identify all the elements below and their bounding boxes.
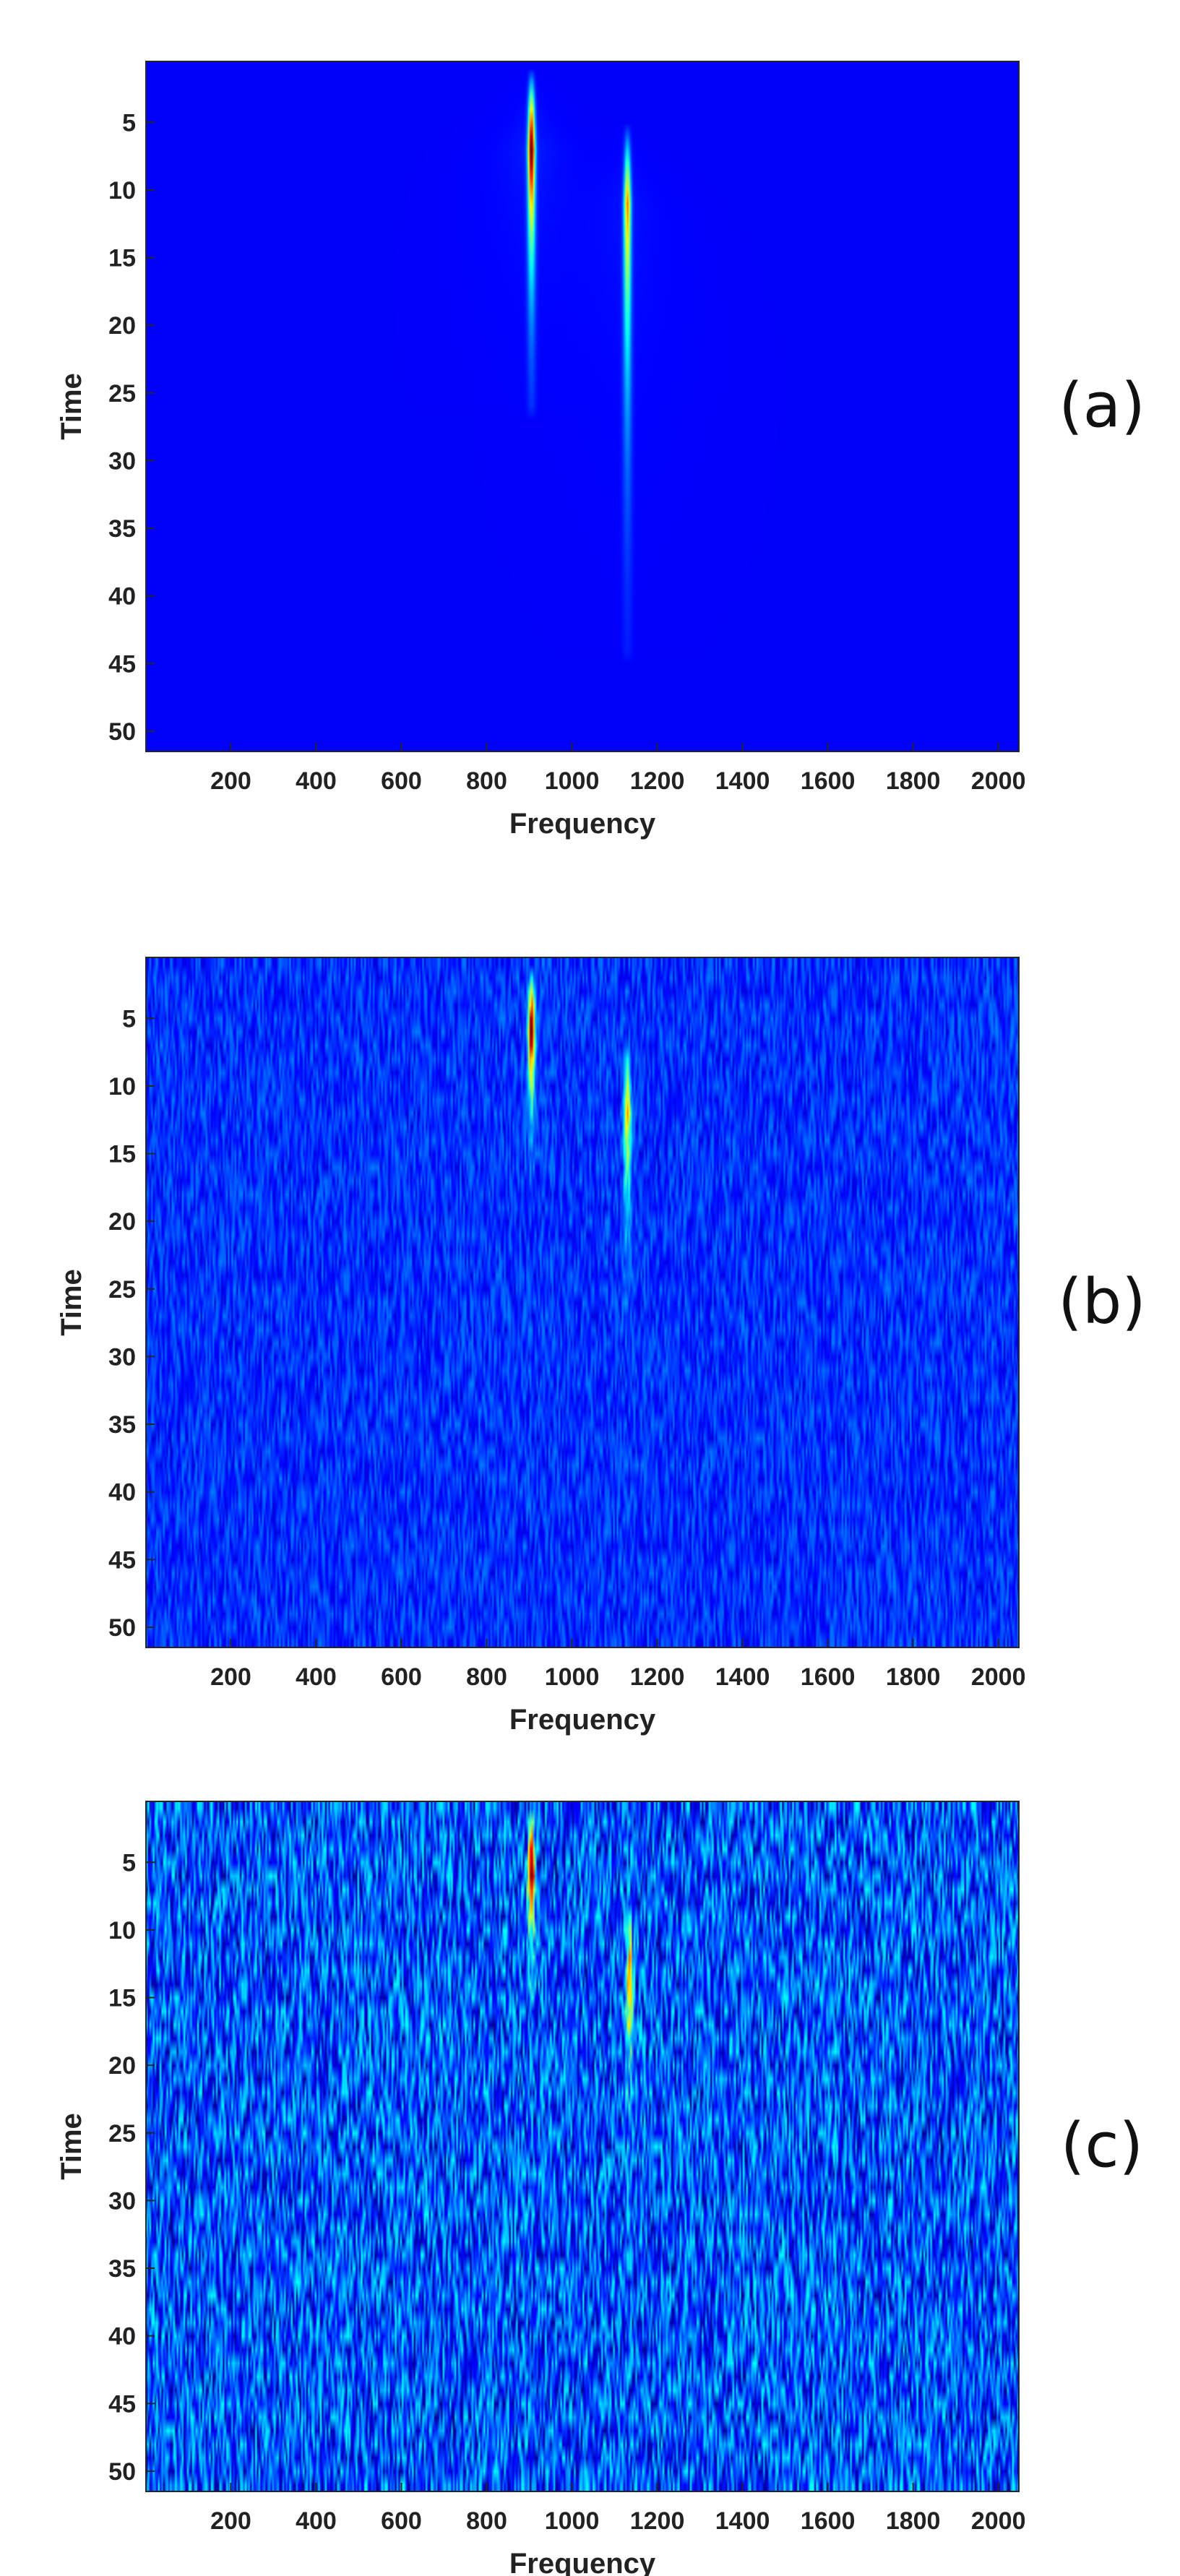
y-tick-label: 40 bbox=[108, 2323, 136, 2351]
plot-frame bbox=[145, 61, 1020, 752]
y-tick-label: 5 bbox=[122, 109, 136, 137]
x-tick-label: 1600 bbox=[801, 2507, 856, 2535]
y-tick-label: 15 bbox=[108, 1985, 136, 2012]
x-tick-label: 200 bbox=[210, 1663, 251, 1691]
heatmap-image bbox=[146, 61, 1019, 751]
chart-panel-a: 200 400 600 800 1000 1200 1400 1600 1800 2000 5 10 1… bbox=[56, 61, 1145, 840]
y-axis-label: Time bbox=[56, 1269, 87, 1336]
chart-panel-b: 200 400 600 800 1000 1200 1400 1600 1800 2000 5 10 1… bbox=[56, 957, 1146, 1736]
y-tick-label: 45 bbox=[108, 2390, 136, 2418]
y-tick-label: 50 bbox=[108, 1614, 136, 1642]
x-tick-label: 800 bbox=[466, 767, 507, 795]
y-tick-label: 35 bbox=[108, 2255, 136, 2283]
y-tick-label: 50 bbox=[108, 2458, 136, 2486]
y-tick-label: 30 bbox=[108, 1343, 136, 1371]
x-axis-label: Frequency bbox=[509, 2548, 656, 2576]
x-tick-label: 1000 bbox=[545, 2507, 600, 2535]
y-tick-label: 10 bbox=[108, 177, 136, 204]
y-tick-label: 45 bbox=[108, 1546, 136, 1574]
x-tick-label: 1200 bbox=[630, 767, 685, 795]
chart-panel-c: 200 400 600 800 1000 1200 1400 1600 1800 2000 5 10 1… bbox=[56, 1801, 1143, 2576]
x-tick-label: 1400 bbox=[715, 2507, 770, 2535]
plot-frame bbox=[145, 1801, 1020, 2492]
y-tick-label: 40 bbox=[108, 1479, 136, 1507]
x-tick-label: 800 bbox=[466, 1663, 507, 1691]
x-tick-label: 400 bbox=[296, 2507, 337, 2535]
panel-label: (a) bbox=[1059, 370, 1145, 442]
x-tick-label: 1400 bbox=[715, 767, 770, 795]
x-tick-label: 1800 bbox=[886, 767, 941, 795]
y-tick-label: 10 bbox=[108, 1917, 136, 1944]
x-tick-label: 2000 bbox=[971, 1663, 1026, 1691]
x-tick-label: 1800 bbox=[886, 1663, 941, 1691]
y-tick-label: 25 bbox=[108, 2120, 136, 2148]
x-tick-label: 1600 bbox=[801, 1663, 856, 1691]
x-tick-label: 1000 bbox=[545, 1663, 600, 1691]
y-axis-label: Time bbox=[56, 2113, 87, 2180]
y-tick-label: 40 bbox=[108, 583, 136, 611]
y-tick-label: 15 bbox=[108, 245, 136, 272]
x-tick-label: 1800 bbox=[886, 2507, 941, 2535]
x-tick-label: 400 bbox=[296, 1663, 337, 1691]
x-axis-label: Frequency bbox=[509, 1704, 656, 1736]
y-tick-label: 15 bbox=[108, 1141, 136, 1168]
x-tick-label: 1200 bbox=[630, 2507, 685, 2535]
x-tick-label: 400 bbox=[296, 767, 337, 795]
x-tick-label: 600 bbox=[381, 1663, 422, 1691]
y-tick-label: 20 bbox=[108, 1208, 136, 1236]
y-tick-label: 25 bbox=[108, 380, 136, 408]
x-tick-label: 600 bbox=[381, 767, 422, 795]
panel-label: (c) bbox=[1061, 2110, 1143, 2182]
y-tick-label: 5 bbox=[122, 1849, 136, 1877]
y-tick-label: 45 bbox=[108, 650, 136, 678]
y-tick-label: 35 bbox=[108, 1411, 136, 1439]
x-tick-label: 1400 bbox=[715, 1663, 770, 1691]
x-tick-label: 1600 bbox=[801, 767, 856, 795]
x-tick-label: 800 bbox=[466, 2507, 507, 2535]
y-axis-label: Time bbox=[56, 373, 87, 440]
x-tick-label: 1200 bbox=[630, 1663, 685, 1691]
x-tick-label: 2000 bbox=[971, 2507, 1026, 2535]
x-tick-label: 200 bbox=[210, 767, 251, 795]
x-tick-label: 2000 bbox=[971, 767, 1026, 795]
y-tick-label: 35 bbox=[108, 515, 136, 543]
x-tick-label: 200 bbox=[210, 2507, 251, 2535]
y-tick-label: 25 bbox=[108, 1276, 136, 1304]
y-tick-label: 30 bbox=[108, 2187, 136, 2215]
plot-frame bbox=[145, 957, 1020, 1648]
heatmap-image bbox=[146, 1801, 1019, 2491]
y-tick-label: 50 bbox=[108, 718, 136, 746]
y-tick-label: 20 bbox=[108, 312, 136, 340]
x-tick-label: 1000 bbox=[545, 767, 600, 795]
panel-label: (b) bbox=[1058, 1266, 1146, 1338]
heatmap-image bbox=[146, 957, 1019, 1647]
y-tick-label: 10 bbox=[108, 1073, 136, 1100]
x-tick-label: 600 bbox=[381, 2507, 422, 2535]
x-axis-label: Frequency bbox=[509, 808, 656, 840]
y-tick-label: 30 bbox=[108, 447, 136, 475]
y-tick-label: 20 bbox=[108, 2052, 136, 2080]
y-tick-label: 5 bbox=[122, 1005, 136, 1033]
